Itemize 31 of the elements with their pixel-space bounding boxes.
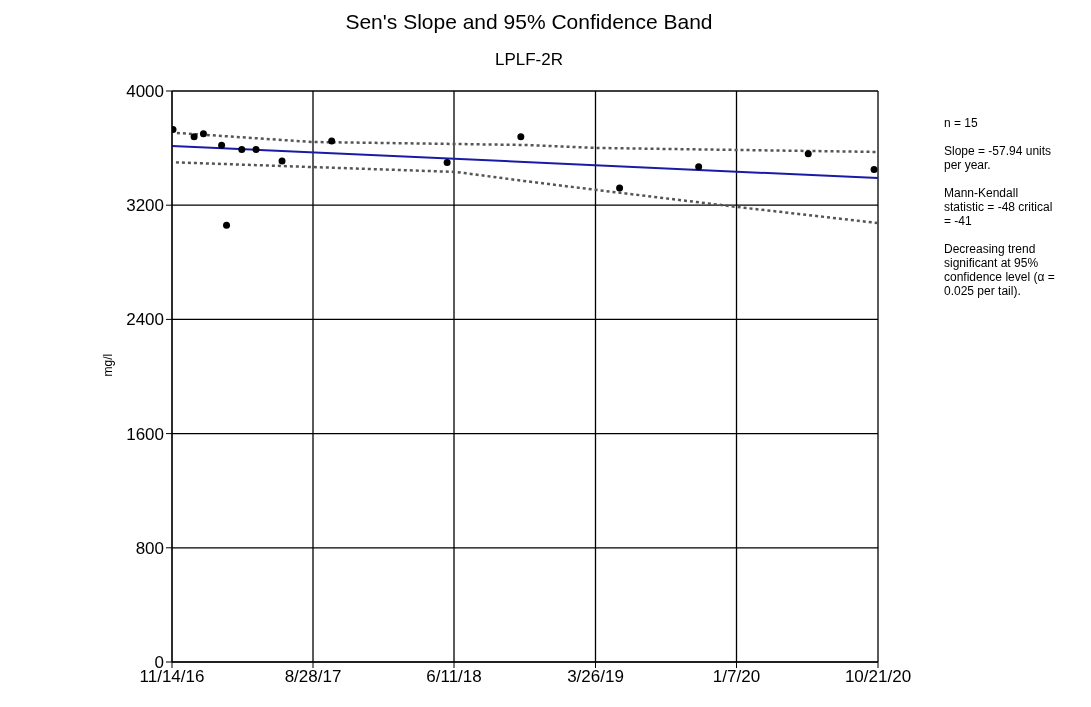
point xyxy=(223,221,231,229)
text: Mann-Kendall statistic = -48 critical = -41 xyxy=(944,186,1054,228)
point xyxy=(252,146,260,154)
point xyxy=(199,130,207,138)
point xyxy=(870,166,878,174)
text: Decreasing trend significant at 95% confidence level (α = 0.025 per tail). xyxy=(944,242,1056,298)
y-tick-label: 3200 xyxy=(126,196,164,216)
x-tick-label: 10/21/20 xyxy=(844,667,912,687)
point xyxy=(328,137,336,145)
point xyxy=(238,146,246,154)
x-tick-label: 1/7/20 xyxy=(712,667,761,687)
point xyxy=(804,150,812,158)
chart-title: Sen's Slope and 95% Confidence Band xyxy=(344,10,714,34)
y-tick-label: 4000 xyxy=(126,82,164,102)
point xyxy=(443,158,451,166)
x-tick-label: 8/28/17 xyxy=(284,667,342,687)
point xyxy=(278,157,286,165)
y-tick-label: 800 xyxy=(135,538,164,558)
point xyxy=(616,184,624,192)
point xyxy=(218,141,226,149)
x-tick-label: 6/11/18 xyxy=(426,667,482,687)
chart-subtitle: LPLF-2R xyxy=(494,50,564,70)
y-tick-label: 1600 xyxy=(126,424,164,444)
point xyxy=(517,133,525,141)
point xyxy=(695,163,703,171)
y-tick-label: 2400 xyxy=(126,310,164,330)
text: n = 15 xyxy=(944,116,979,130)
point xyxy=(190,133,198,141)
x-tick-label: 3/26/19 xyxy=(567,667,624,687)
text: Slope = -57.94 units per year. xyxy=(944,144,1053,172)
y-axis-title: mg/l xyxy=(101,353,116,377)
